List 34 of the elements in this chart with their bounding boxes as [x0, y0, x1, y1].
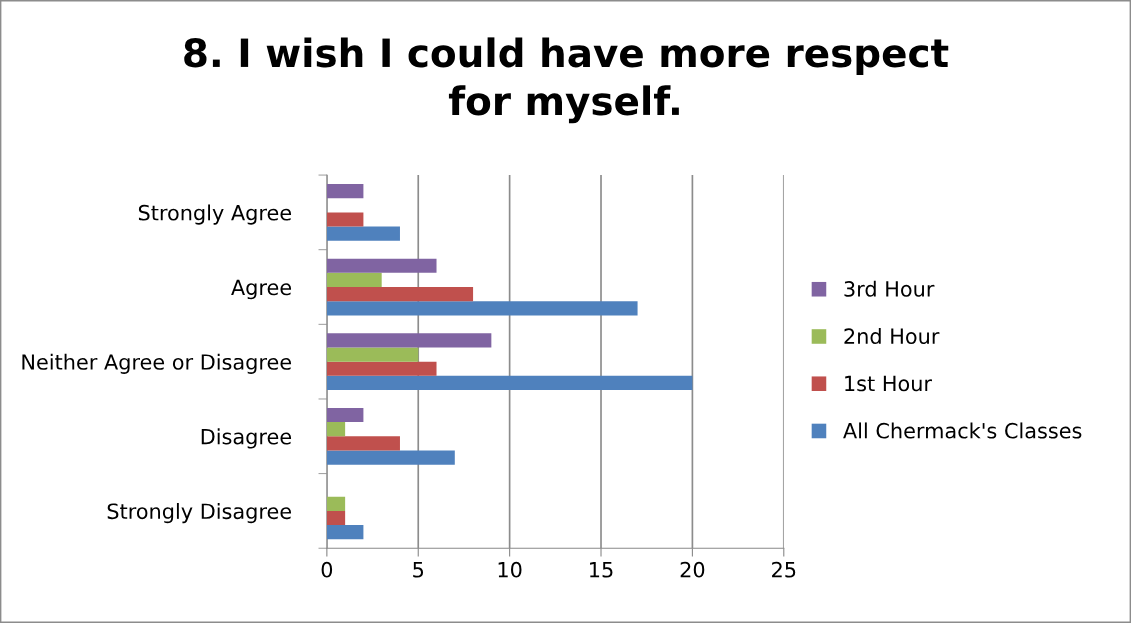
legend-label: 3rd Hour — [844, 280, 935, 297]
y-tick-label: Agree — [231, 279, 292, 300]
bar — [326, 258, 437, 273]
x-tick-label: 5 — [413, 562, 424, 578]
x-tick-label: 25 — [772, 561, 796, 578]
bar — [326, 226, 400, 241]
y-tick-label: Neither Agree or Disagree — [22, 353, 292, 374]
bar — [326, 407, 364, 423]
bar — [326, 272, 382, 288]
bar — [326, 347, 419, 362]
bar — [326, 184, 364, 199]
bar — [326, 436, 400, 451]
bar — [326, 375, 693, 391]
x-tick-label: 20 — [680, 561, 705, 578]
x-tick-label: 10 — [498, 561, 522, 578]
chart-title: 8. I wish I could have more respect for myself. — [184, 37, 949, 124]
y-tick-label: Strongly Disagree — [107, 503, 292, 524]
bar — [326, 301, 638, 316]
bar — [326, 496, 346, 511]
bar — [326, 212, 364, 227]
legend-label: 2nd Hour — [844, 327, 940, 345]
y-tick-label: Strongly Agree — [138, 204, 292, 225]
y-tick-label: Disagree — [201, 428, 292, 449]
x-tick-label: 0 — [321, 561, 333, 578]
bar — [326, 450, 455, 465]
bar — [326, 361, 437, 376]
legend-label: All Chermack's Classes — [843, 422, 1082, 439]
bar — [326, 510, 346, 526]
bar — [326, 422, 346, 437]
legend-label: 1st Hour — [845, 375, 932, 392]
bar — [326, 287, 474, 302]
bar — [326, 333, 492, 348]
x-tick-label: 15 — [590, 562, 613, 578]
bar — [326, 525, 364, 540]
